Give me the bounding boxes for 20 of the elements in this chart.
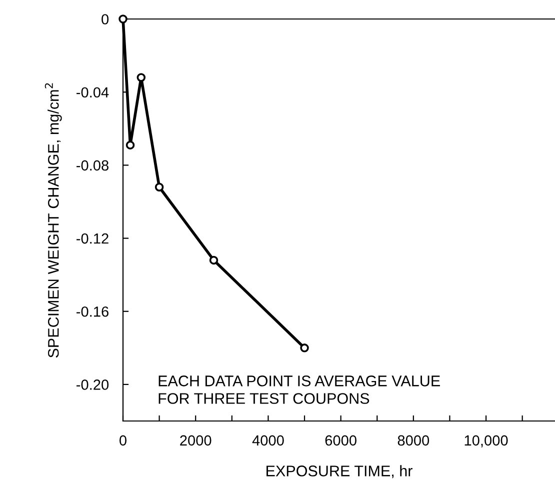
y-tick-label: -0.08 [76,160,108,171]
y-tick-label: -0.20 [76,380,109,390]
y-tick-label: -0.12 [76,233,108,244]
point [154,182,164,192]
y-tick-label: -0.04 [76,87,109,98]
x-axis-title: EXPOSURE TIME, hr [266,465,412,478]
point [300,344,309,352]
x-tick-label: 10,000 [464,435,508,448]
x-tick-label: 8000 [398,435,430,446]
x-tick-label: 0 [120,435,126,446]
x-tick-label: 2000 [180,435,212,446]
point [136,73,146,82]
point [209,256,218,265]
point [126,140,135,150]
y-axis-title: SPECIMEN WEIGHT CHANGE, mg/cm$^{2}$ [44,83,62,358]
y-tick-label: 0 [102,14,109,24]
annotation: EACH DATA POINT IS AVERAGE VALUE FOR THREE TEST COUPONS [158,376,440,404]
x-tick-label: 4000 [252,435,284,446]
y-tick-label: -0.16 [76,306,108,317]
x-tick-label: 6000 [325,435,356,446]
